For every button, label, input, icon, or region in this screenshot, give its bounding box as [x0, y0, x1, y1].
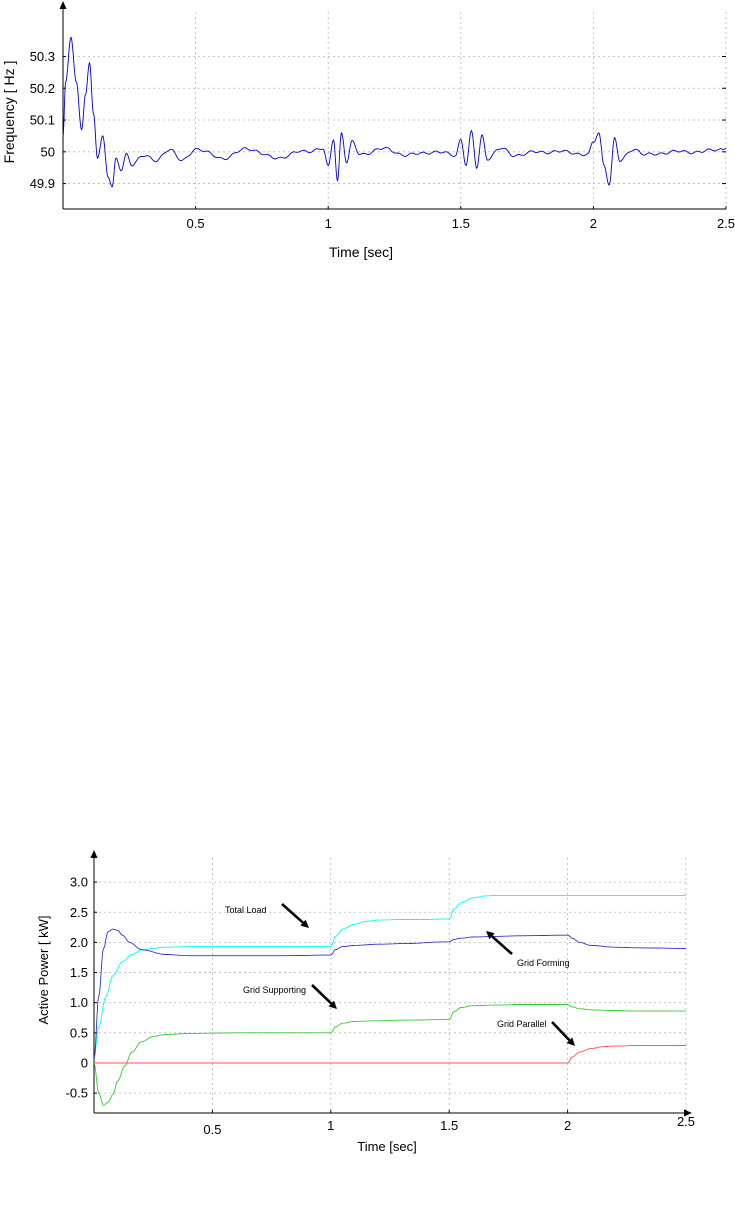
- grid-parallel-arrow-shaft: [551, 1021, 571, 1042]
- total-load-arrow-shaft: [281, 903, 304, 924]
- active-power-annotations: Total Load Grid Forming Grid Supporting Gri…: [225, 903, 575, 1046]
- total-load-line: [93, 894, 686, 1058]
- frequency-xtick-label: 0.5: [187, 216, 205, 231]
- frequency-y-label: Frequency [ Hz ]: [1, 61, 17, 164]
- frequency-ytick-label: 49.9: [30, 176, 55, 191]
- active-power-ytick-label: 2.0: [70, 935, 88, 950]
- frequency-y-axis-arrow: [59, 1, 67, 9]
- frequency-x-ticks: 0.5 1 1.5 2 2.5: [187, 206, 735, 231]
- active-power-chart: 0.5 1 1.5 2 2.5 -0.5 0 0.5 1.0 1.5 2.0 2.5 3.0 Tota…: [36, 850, 695, 1154]
- active-power-series: [93, 894, 686, 1106]
- grid-supporting-annotation: Grid Supporting: [243, 985, 306, 995]
- active-power-x-ticks: 0.5 1 1.5 2 2.5: [203, 1110, 695, 1137]
- grid-forming-arrow-shaft: [491, 935, 513, 955]
- grid-parallel-line: [94, 1045, 686, 1064]
- active-power-y-axis-arrow: [90, 850, 98, 858]
- frequency-series: [62, 36, 727, 188]
- active-power-ytick-label: 1.0: [70, 995, 88, 1010]
- frequency-line: [62, 36, 727, 188]
- total-load-annotation: Total Load: [225, 905, 267, 915]
- frequency-xtick-label: 2: [590, 216, 597, 231]
- grid-forming-line: [93, 928, 686, 1061]
- frequency-ytick-label: 50.2: [30, 81, 55, 96]
- active-power-ytick-label: 1.5: [70, 965, 88, 980]
- total-load-arrow-head: [300, 919, 309, 928]
- grid-supporting-arrow-shaft: [311, 984, 333, 1005]
- active-power-xtick-label: 1: [327, 1118, 334, 1133]
- active-power-ytick-label: 0: [81, 1055, 88, 1070]
- frequency-chart: 0.5 1 1.5 2 2.5 49.9 50 50.1 50.2 50.3 Time [sec…: [1, 1, 735, 260]
- active-power-ytick-label: 0.5: [70, 1025, 88, 1040]
- grid-parallel-arrow-head: [566, 1037, 575, 1046]
- grid-forming-annotation: Grid Forming: [517, 958, 570, 968]
- frequency-xtick-label: 2.5: [717, 216, 735, 231]
- grid-forming-arrow-head: [486, 931, 495, 940]
- active-power-ytick-label: 2.5: [70, 905, 88, 920]
- active-power-y-label: Active Power [ kW]: [36, 915, 51, 1024]
- frequency-ytick-label: 50.1: [30, 113, 55, 128]
- active-power-y-ticks: -0.5 0 0.5 1.0 1.5 2.0 2.5 3.0: [66, 875, 97, 1101]
- frequency-xtick-label: 1.5: [452, 216, 470, 231]
- grid-supporting-line: [93, 1004, 686, 1106]
- active-power-grid: [94, 858, 687, 1113]
- active-power-xtick-label: 2: [564, 1118, 571, 1133]
- frequency-grid: [63, 12, 727, 209]
- active-power-xtick-label: 0.5: [203, 1122, 221, 1137]
- active-power-xtick-label: 1.5: [440, 1118, 458, 1133]
- grid-supporting-arrow-head: [328, 1000, 337, 1009]
- active-power-ytick-label: -0.5: [66, 1086, 88, 1101]
- frequency-ytick-label: 50.3: [30, 49, 55, 64]
- frequency-ytick-label: 50: [41, 144, 55, 159]
- active-power-xtick-label: 2.5: [677, 1114, 695, 1129]
- frequency-xtick-label: 1: [325, 216, 332, 231]
- grid-parallel-annotation: Grid Parallel: [497, 1019, 547, 1029]
- active-power-x-label: Time [sec]: [357, 1139, 416, 1154]
- frequency-x-label: Time [sec]: [329, 244, 393, 260]
- frequency-y-ticks: 49.9 50 50.1 50.2 50.3: [30, 49, 726, 191]
- active-power-ytick-label: 3.0: [70, 875, 88, 890]
